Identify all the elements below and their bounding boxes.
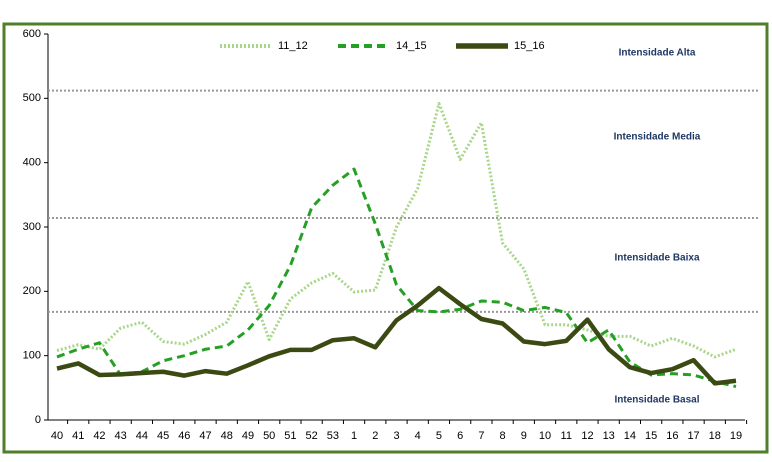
legend-label: 11_12 <box>278 40 308 52</box>
x-tick-label: 2 <box>372 430 378 442</box>
x-tick-label: 51 <box>284 430 296 442</box>
x-tick-label: 11 <box>561 430 572 442</box>
x-tick-label: 46 <box>178 430 190 442</box>
x-tick-label: 3 <box>393 430 399 442</box>
chart-frame <box>2 22 769 454</box>
x-tick-label: 15 <box>645 430 657 442</box>
x-tick-label: 12 <box>581 430 593 442</box>
series-line <box>56 101 737 359</box>
y-tick-label: 600 <box>23 28 41 40</box>
x-tick-label: 17 <box>687 430 699 442</box>
x-tick-label: 40 <box>51 430 63 442</box>
x-tick-label: 52 <box>306 430 318 442</box>
x-tick-label: 1 <box>351 430 357 442</box>
x-tick-label: 45 <box>157 430 169 442</box>
annotation: Intensidade Basal <box>614 395 699 406</box>
x-tick-label: 5 <box>436 430 442 442</box>
y-tick-label: 400 <box>23 157 41 169</box>
x-tick-label: 48 <box>221 430 233 442</box>
x-tick-label: 9 <box>521 430 527 442</box>
series-line <box>56 167 737 389</box>
x-tick-label: 13 <box>603 430 615 442</box>
annotation: Intensidade Baixa <box>614 253 699 264</box>
x-tick-label: 19 <box>730 430 742 442</box>
x-tick-label: 41 <box>72 430 84 442</box>
legend: 11_12 14_15 15_16 <box>220 40 545 52</box>
x-tick-label: 18 <box>709 430 721 442</box>
annotation: Intensidade Media <box>614 132 701 143</box>
y-tick-label: 0 <box>35 414 41 426</box>
x-tick-label: 47 <box>199 430 211 442</box>
x-tick-label: 50 <box>263 430 275 442</box>
x-tick-label: 42 <box>93 430 105 442</box>
y-tick-label: 200 <box>23 285 41 297</box>
x-tick-label: 10 <box>539 430 551 442</box>
x-tick-label: 44 <box>136 430 148 442</box>
y-tick-label: 300 <box>23 221 41 233</box>
x-tick-label: 8 <box>500 430 506 442</box>
x-tick-label: 6 <box>457 430 463 442</box>
y-tick-label: 500 <box>23 92 41 104</box>
series-line <box>56 285 737 386</box>
x-tick-label: 4 <box>415 430 421 442</box>
x-tick-label: 53 <box>327 430 339 442</box>
x-tick-label: 43 <box>115 430 127 442</box>
annotation: Intensidade Alta <box>619 48 696 59</box>
x-tick-label: 16 <box>666 430 678 442</box>
legend-label: 15_16 <box>514 40 545 52</box>
x-tick-label: 49 <box>242 430 254 442</box>
y-tick-label: 100 <box>23 350 41 362</box>
x-tick-label: 14 <box>624 430 636 442</box>
legend-label: 14_15 <box>396 40 427 52</box>
x-tick-label: 7 <box>478 430 484 442</box>
